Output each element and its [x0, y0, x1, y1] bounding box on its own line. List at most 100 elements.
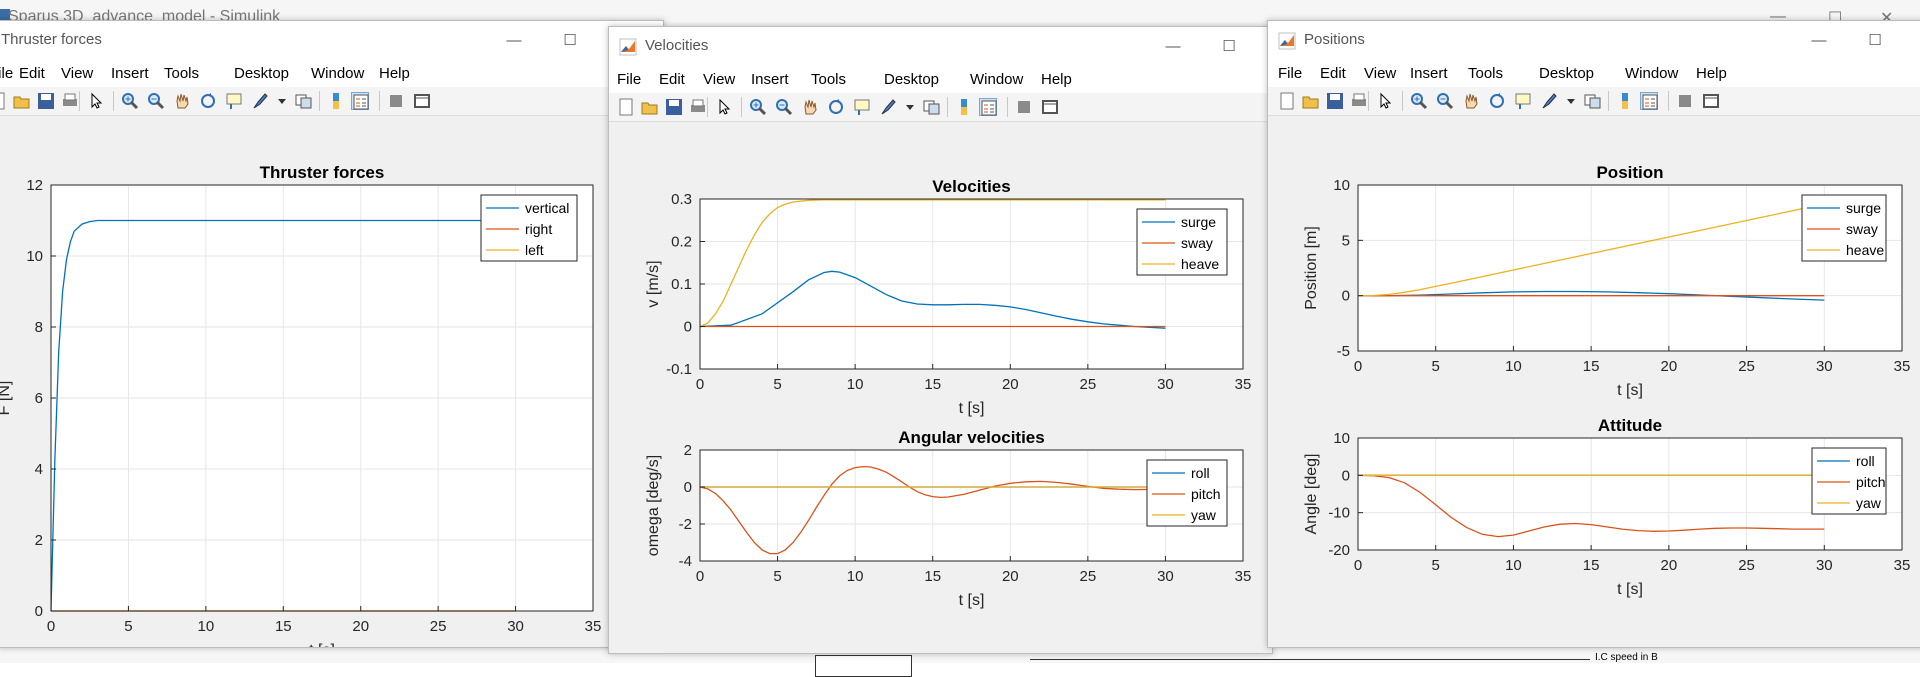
velocities-window[interactable]: Velocities — ☐ File Edit View Insert Tools De… [608, 26, 1273, 654]
zoom-in-icon[interactable] [121, 92, 139, 110]
save-icon[interactable] [1326, 92, 1344, 110]
thruster_forces-axes[interactable]: 0 5 10 15 20 25 30 35 0 2 4 6 8 10 12 Thruster forces t … [0, 163, 601, 647]
legend[interactable]: surge sway heave [1136, 208, 1228, 276]
pointer-icon[interactable] [87, 92, 105, 110]
velocities-axes[interactable]: 0 5 10 15 20 25 30 35-0.100.10.20.3Velocitiest … [645, 177, 1251, 417]
series-line-heave [1357, 203, 1825, 297]
pointer-icon[interactable] [1376, 92, 1394, 110]
menu-tools[interactable]: Tools [1468, 65, 1504, 82]
open-icon[interactable] [13, 92, 31, 110]
pan-icon[interactable] [173, 92, 191, 110]
new-figure-icon[interactable] [0, 92, 7, 110]
rotate-icon[interactable] [199, 92, 217, 110]
x-tick-label: 25 [1738, 358, 1755, 375]
maximize-button[interactable]: ☐ [563, 32, 577, 49]
menu-view[interactable]: View [703, 71, 736, 88]
zoom-in-icon[interactable] [1410, 92, 1428, 110]
thruster-forces-window[interactable]: Thruster forces — ☐ File Edit View Insert To… [0, 20, 664, 648]
pointer-icon[interactable] [715, 98, 733, 116]
title-bar[interactable]: Velocities — ☐ [609, 27, 1272, 67]
minimize-button[interactable]: — [506, 32, 522, 49]
open-icon[interactable] [641, 98, 659, 116]
dropdown-arrow-icon[interactable] [273, 92, 286, 110]
new-figure-icon[interactable] [617, 98, 635, 116]
legend-icon[interactable] [351, 92, 369, 110]
menu-help[interactable]: Help [379, 65, 410, 82]
menu-view[interactable]: View [1364, 65, 1397, 82]
menu-window[interactable]: Window [311, 65, 365, 82]
positions-window[interactable]: Positions — ☐ File Edit View Insert Tools Des… [1267, 20, 1920, 648]
colorbar-icon[interactable] [327, 92, 345, 110]
data-cursor-icon[interactable] [1514, 92, 1532, 110]
title-bar[interactable]: Positions — ☐ [1268, 21, 1920, 61]
print-icon[interactable] [61, 92, 79, 110]
menu-desktop[interactable]: Desktop [1539, 65, 1595, 82]
zoom-in-icon[interactable] [749, 98, 767, 116]
menu-desktop[interactable]: Desktop [234, 65, 290, 82]
dropdown-arrow-icon[interactable] [901, 98, 914, 116]
zoom-out-icon[interactable] [147, 92, 165, 110]
menu-tools[interactable]: Tools [164, 65, 200, 82]
pan-icon[interactable] [1462, 92, 1480, 110]
rotate-icon[interactable] [1488, 92, 1506, 110]
show-plot-tools-icon[interactable] [1702, 92, 1720, 110]
minimize-button[interactable]: — [1165, 38, 1181, 55]
link-icon[interactable] [923, 98, 941, 116]
legend[interactable]: surge sway heave [1801, 194, 1887, 262]
link-icon[interactable] [1584, 92, 1602, 110]
menu-file[interactable]: File [617, 71, 642, 88]
new-figure-icon[interactable] [1278, 92, 1296, 110]
menu-insert[interactable]: Insert [111, 65, 149, 82]
menu-help[interactable]: Help [1041, 71, 1072, 88]
dropdown-arrow-icon[interactable] [1562, 92, 1575, 110]
open-icon[interactable] [1302, 92, 1320, 110]
maximize-button[interactable]: ☐ [1222, 38, 1236, 55]
hide-plot-tools-icon[interactable] [1015, 98, 1033, 116]
menu-edit[interactable]: Edit [19, 65, 45, 82]
title-bar[interactable]: Thruster forces — ☐ [0, 21, 663, 61]
data-cursor-icon[interactable] [225, 92, 243, 110]
brush-icon[interactable] [1540, 92, 1558, 110]
menu-insert[interactable]: Insert [751, 71, 789, 88]
legend-icon[interactable] [979, 98, 997, 116]
zoom-out-icon[interactable] [1436, 92, 1454, 110]
save-icon[interactable] [665, 98, 683, 116]
colorbar-icon[interactable] [955, 98, 973, 116]
menu-tools[interactable]: Tools [811, 71, 847, 88]
hide-plot-tools-icon[interactable] [1676, 92, 1694, 110]
link-icon[interactable] [295, 92, 313, 110]
minimize-button[interactable]: — [1811, 32, 1827, 49]
menu-edit[interactable]: Edit [1320, 65, 1346, 82]
data-cursor-icon[interactable] [853, 98, 871, 116]
attitude-axes[interactable]: 0 5 10 15 20 25 30 35 -20 -10 0 10 Attitude t [s] Angl… [1303, 416, 1910, 598]
brush-icon[interactable] [879, 98, 897, 116]
menu-view[interactable]: View [61, 65, 94, 82]
show-plot-tools-icon[interactable] [413, 92, 431, 110]
show-plot-tools-icon[interactable] [1041, 98, 1059, 116]
menu-window[interactable]: Window [970, 71, 1024, 88]
colorbar-icon[interactable] [1616, 92, 1634, 110]
angular_velocities-axes[interactable]: 0 5 10 15 20 25 30 35 -4 -2 0 2 Angular velocities t … [645, 428, 1251, 609]
menu-window[interactable]: Window [1625, 65, 1679, 82]
legend-icon[interactable] [1640, 92, 1658, 110]
maximize-button[interactable]: ☐ [1868, 32, 1882, 49]
hide-plot-tools-icon[interactable] [387, 92, 405, 110]
zoom-out-icon[interactable] [775, 98, 793, 116]
legend[interactable]: roll pitch yaw [1811, 447, 1887, 515]
legend[interactable]: vertical right left [480, 194, 578, 262]
legend[interactable]: roll pitch yaw [1146, 459, 1228, 527]
save-icon[interactable] [37, 92, 55, 110]
menu-desktop[interactable]: Desktop [884, 71, 940, 88]
brush-icon[interactable] [251, 92, 269, 110]
menu-file[interactable]: File [1278, 65, 1303, 82]
rotate-icon[interactable] [827, 98, 845, 116]
print-icon[interactable] [689, 98, 707, 116]
menu-edit[interactable]: Edit [659, 71, 685, 88]
menu-file[interactable]: File [0, 65, 14, 82]
pan-icon[interactable] [801, 98, 819, 116]
menu-insert[interactable]: Insert [1410, 65, 1448, 82]
print-icon[interactable] [1350, 92, 1368, 110]
menu-help[interactable]: Help [1696, 65, 1727, 82]
simulink-block[interactable] [815, 655, 912, 677]
